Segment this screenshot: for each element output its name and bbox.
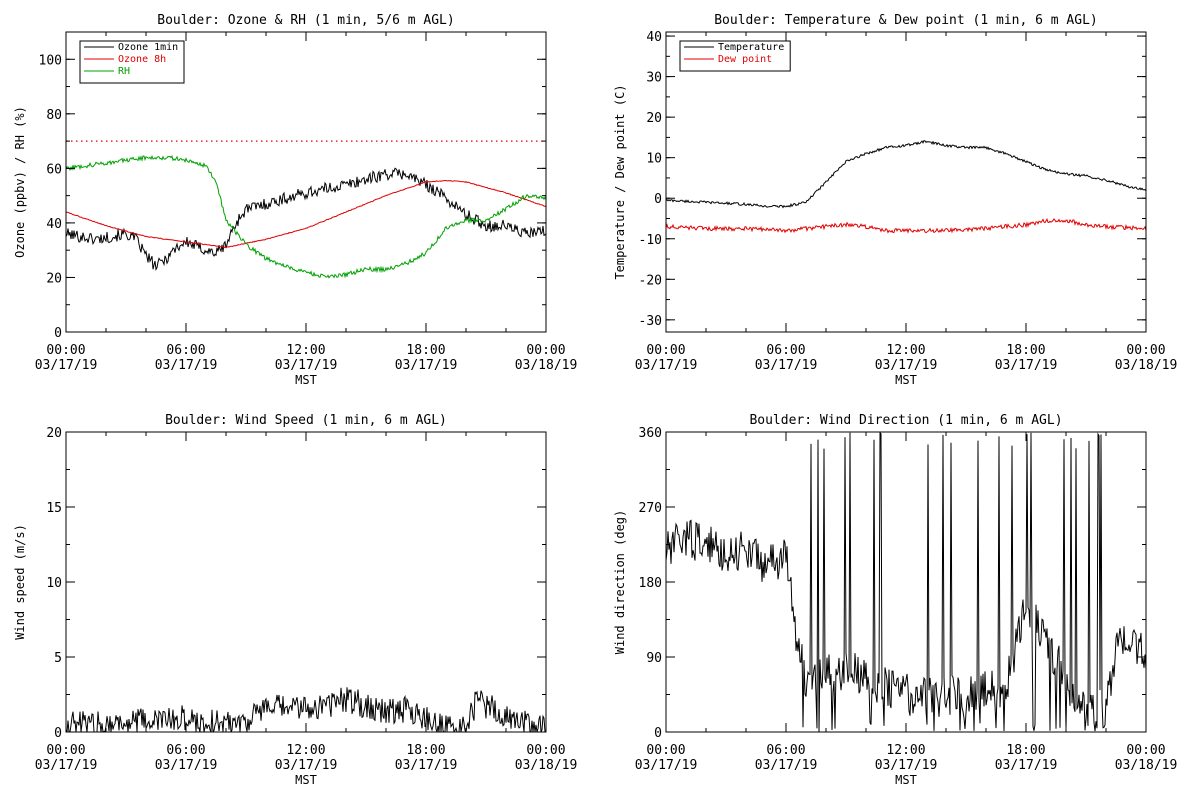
plot-frame — [665, 31, 1147, 333]
y-tick-label: 0 — [54, 326, 62, 341]
plot-frame — [665, 431, 1147, 733]
x-tick-time: 00:00 — [526, 343, 565, 358]
chart-title: Boulder: Wind Direction (1 min, 6 m AGL) — [749, 413, 1062, 428]
y-tick-label: 60 — [46, 162, 62, 177]
x-tick-date: 03/18/19 — [515, 758, 578, 773]
y-axis-label: Ozone (ppbv) / RH (%) — [13, 106, 27, 258]
chart-title: Boulder: Ozone & RH (1 min, 5/6 m AGL) — [157, 13, 454, 28]
x-axis-label: MST — [895, 773, 917, 787]
x-tick-date: 03/17/19 — [875, 358, 938, 373]
series-line-3 — [66, 154, 546, 279]
x-tick-time: 18:00 — [1006, 743, 1045, 758]
legend-label: Dew point — [718, 54, 772, 65]
legend-label: RH — [118, 66, 130, 77]
x-tick-date: 03/17/19 — [875, 758, 938, 773]
y-tick-label: 180 — [639, 576, 662, 591]
x-tick-time: 00:00 — [46, 743, 85, 758]
y-tick-label: -30 — [639, 314, 662, 329]
y-tick-label: 30 — [646, 71, 662, 86]
x-tick-date: 03/18/19 — [515, 358, 578, 373]
x-tick-time: 00:00 — [646, 343, 685, 358]
x-tick-time: 00:00 — [1126, 743, 1165, 758]
x-axis-label: MST — [295, 373, 317, 387]
x-tick-time: 06:00 — [766, 343, 805, 358]
x-tick-date: 03/17/19 — [635, 758, 698, 773]
series-line-1 — [666, 432, 1146, 732]
y-tick-label: 10 — [46, 576, 62, 591]
series-line-2 — [66, 179, 546, 249]
chart-title: Boulder: Temperature & Dew point (1 min,… — [714, 13, 1098, 28]
x-tick-date: 03/17/19 — [35, 758, 98, 773]
legend-label: Ozone 8h — [118, 54, 166, 65]
x-tick-time: 06:00 — [766, 743, 805, 758]
y-tick-label: 20 — [46, 426, 62, 441]
y-axis-label: Wind direction (deg) — [613, 510, 627, 655]
series-line-2 — [666, 217, 1146, 234]
legend-label: Temperature — [718, 42, 784, 53]
x-tick-time: 00:00 — [46, 343, 85, 358]
x-tick-date: 03/18/19 — [1115, 358, 1178, 373]
x-tick-time: 18:00 — [1006, 343, 1045, 358]
x-tick-time: 06:00 — [166, 343, 205, 358]
x-tick-time: 18:00 — [406, 343, 445, 358]
y-tick-label: 10 — [646, 152, 662, 167]
legend-label: Ozone 1min — [118, 42, 178, 53]
x-tick-date: 03/17/19 — [155, 758, 218, 773]
x-tick-date: 03/17/19 — [275, 758, 338, 773]
x-tick-date: 03/17/19 — [155, 358, 218, 373]
x-axis-label: MST — [895, 373, 917, 387]
y-tick-label: 90 — [646, 651, 662, 666]
y-tick-label: -20 — [639, 273, 662, 288]
y-tick-label: 0 — [654, 726, 662, 741]
x-tick-time: 00:00 — [646, 743, 685, 758]
y-tick-label: 20 — [46, 271, 62, 286]
x-tick-date: 03/17/19 — [995, 758, 1058, 773]
panel-2: Boulder: Temperature & Dew point (1 min,… — [613, 13, 1177, 387]
y-tick-label: 360 — [639, 426, 662, 441]
series-line-1 — [666, 139, 1146, 209]
x-tick-time: 12:00 — [286, 743, 325, 758]
x-tick-time: 06:00 — [166, 743, 205, 758]
y-tick-label: 0 — [654, 192, 662, 207]
x-tick-date: 03/17/19 — [995, 358, 1058, 373]
x-tick-date: 03/17/19 — [35, 358, 98, 373]
y-tick-label: 15 — [46, 501, 62, 516]
y-tick-label: 270 — [639, 501, 662, 516]
x-tick-date: 03/17/19 — [635, 358, 698, 373]
x-tick-date: 03/17/19 — [395, 358, 458, 373]
legend-box — [679, 40, 791, 72]
series-line-1 — [66, 167, 546, 271]
y-tick-label: 100 — [39, 53, 62, 68]
y-tick-label: 0 — [54, 726, 62, 741]
x-tick-time: 00:00 — [526, 743, 565, 758]
y-tick-label: 40 — [646, 30, 662, 45]
y-tick-label: 20 — [646, 111, 662, 126]
y-tick-label: -10 — [639, 233, 662, 248]
y-axis-label: Temperature / Dew point (C) — [613, 84, 627, 279]
x-axis-label: MST — [295, 773, 317, 787]
y-tick-label: 40 — [46, 217, 62, 232]
y-axis-label: Wind speed (m/s) — [13, 524, 27, 640]
x-tick-time: 18:00 — [406, 743, 445, 758]
x-tick-time: 12:00 — [286, 343, 325, 358]
x-tick-date: 03/18/19 — [1115, 758, 1178, 773]
y-tick-label: 5 — [54, 651, 62, 666]
panel-3: Boulder: Wind Speed (1 min, 6 m AGL) 0 5 10… — [13, 413, 577, 787]
x-tick-time: 12:00 — [886, 343, 925, 358]
panel-1: Boulder: Ozone & RH (1 min, 5/6 m AGL) 0 2… — [13, 13, 577, 387]
x-tick-date: 03/17/19 — [755, 758, 818, 773]
plot-frame — [65, 431, 547, 733]
legend-box — [79, 40, 185, 84]
x-tick-time: 00:00 — [1126, 343, 1165, 358]
x-tick-time: 12:00 — [886, 743, 925, 758]
y-tick-label: 80 — [46, 108, 62, 123]
panel-4: Boulder: Wind Direction (1 min, 6 m AGL)… — [613, 413, 1177, 787]
x-tick-date: 03/17/19 — [275, 358, 338, 373]
chart-title: Boulder: Wind Speed (1 min, 6 m AGL) — [165, 413, 447, 428]
x-tick-date: 03/17/19 — [395, 758, 458, 773]
x-tick-date: 03/17/19 — [755, 358, 818, 373]
